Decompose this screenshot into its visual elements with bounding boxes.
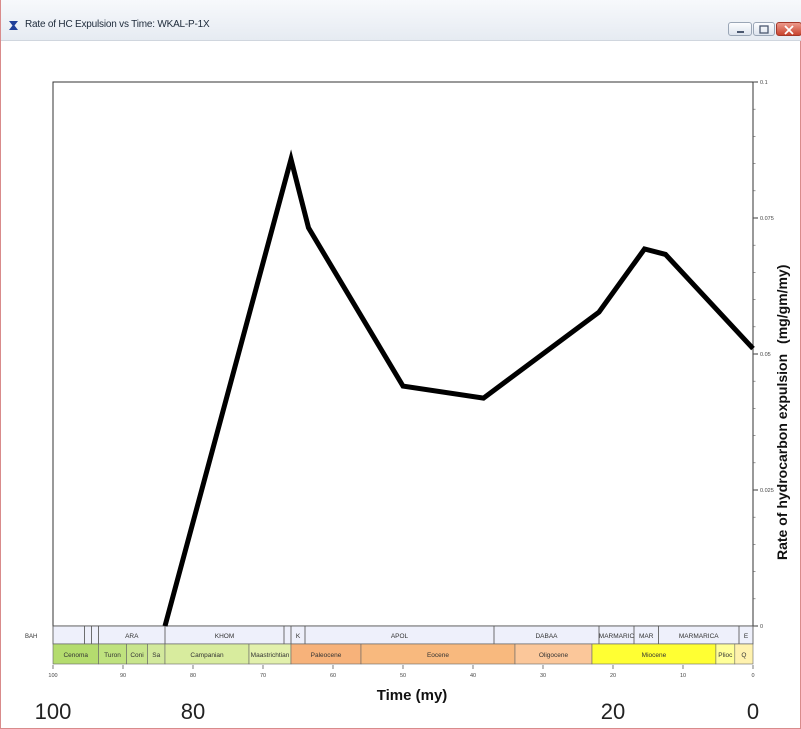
- title-bar[interactable]: Rate of HC Expulsion vs Time: WKAL-P-1X: [1, 0, 801, 41]
- epoch-label: Eocene: [427, 652, 449, 659]
- x-tick-label: 30: [540, 673, 546, 679]
- formation-label: MAR: [639, 633, 654, 640]
- minimize-button[interactable]: [728, 22, 752, 36]
- formation-label: MARMARICA: [679, 633, 719, 640]
- epoch-label: Cenoma: [63, 652, 88, 659]
- epoch-label: Plioc: [718, 652, 733, 659]
- formation-label: ARA: [125, 633, 139, 640]
- epoch-label: Miocene: [642, 652, 667, 659]
- maximize-icon: [759, 25, 769, 34]
- x-axis-title: Time (my): [377, 687, 448, 704]
- x-tick-label: 90: [120, 673, 126, 679]
- x-tick-label: 10: [680, 673, 686, 679]
- x-tick-label: 70: [260, 673, 266, 679]
- x-tick-label: 20: [610, 673, 616, 679]
- x-tick-label: 100: [48, 673, 57, 679]
- y-tick-label: 0: [760, 624, 763, 630]
- plot-frame: [52, 81, 754, 627]
- x-large-label: 80: [181, 699, 205, 724]
- maximize-button[interactable]: [753, 22, 775, 36]
- close-button[interactable]: [776, 22, 801, 36]
- epoch-label: Sa: [152, 652, 160, 659]
- app-icon: [9, 21, 18, 30]
- epoch-label: Turon: [104, 652, 121, 659]
- epoch-label: Campanian: [190, 652, 224, 659]
- epoch-label: Oligocene: [539, 652, 569, 659]
- y-axis-title: Rate of hydrocarbon expulsion (mg/gm/my): [774, 265, 790, 560]
- x-tick-label: 40: [470, 673, 476, 679]
- x-tick-label: 50: [400, 673, 406, 679]
- x-large-label: 0: [747, 699, 759, 724]
- x-tick-label: 80: [190, 673, 196, 679]
- x-tick-label: 60: [330, 673, 336, 679]
- formation-label: K: [296, 633, 301, 640]
- close-icon: [784, 25, 794, 35]
- stratigraphy-band: BAH ARA KHOM K APOL DABAA MARMARIC MAR MARMARICA…: [25, 625, 754, 665]
- y-axis: 0 0.025 0.05 0.075 0.1: [752, 80, 774, 630]
- x-tick-label: 0: [751, 673, 754, 679]
- epoch-label: Maastrichtian: [251, 652, 290, 659]
- y-tick-label: 0.05: [760, 352, 771, 358]
- y-axis-title-main: Rate of hydrocarbon expulsion: [774, 354, 790, 560]
- x-large-label: 100: [35, 699, 72, 724]
- formation-label: MARMARIC: [599, 633, 635, 640]
- formation-label: DABAA: [535, 633, 558, 640]
- x-large-label: 20: [601, 699, 625, 724]
- strat-row-label: BAH: [25, 634, 37, 640]
- y-tick-label: 0.1: [760, 80, 768, 86]
- y-tick-label: 0.025: [760, 488, 774, 494]
- formation-label: E: [744, 633, 749, 640]
- y-axis-title-units: (mg/gm/my): [774, 265, 790, 344]
- window-title: Rate of HC Expulsion vs Time: WKAL-P-1X: [25, 19, 210, 30]
- y-tick-label: 0.075: [760, 216, 774, 222]
- minimize-icon: [737, 31, 744, 33]
- formation-label: APOL: [391, 633, 409, 640]
- epoch-label: Coni: [130, 652, 143, 659]
- epoch-label: Q: [741, 652, 746, 659]
- epoch-cell: [734, 643, 754, 665]
- series-line: [162, 149, 755, 627]
- epoch-label: Paleocene: [311, 652, 342, 659]
- series-points: [164, 159, 754, 627]
- formation-label: KHOM: [215, 633, 235, 640]
